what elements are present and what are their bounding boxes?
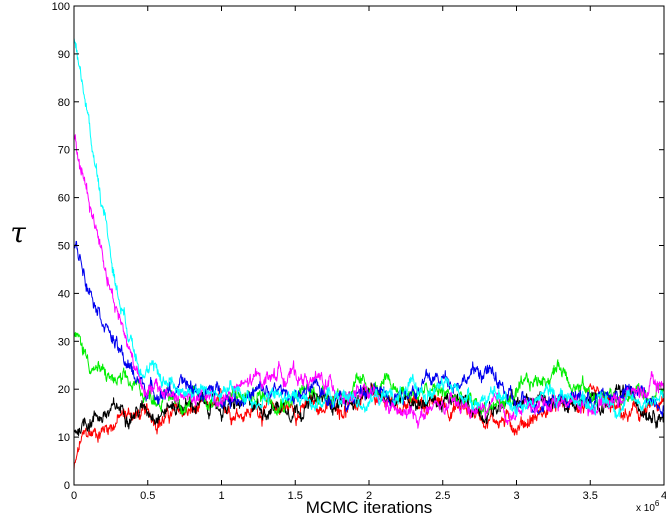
- y-axis-label: τ: [10, 216, 26, 249]
- y-tick-label: 80: [58, 97, 70, 109]
- x-multiplier-base: x 10: [636, 503, 655, 514]
- x-tick-label: 3.5: [583, 490, 598, 502]
- y-tick-label: 10: [58, 432, 70, 444]
- x-tick-label: 0: [71, 490, 77, 502]
- series-line-6: [73, 38, 665, 419]
- y-tick-label: 50: [58, 241, 70, 253]
- y-tick-label: 90: [58, 49, 70, 61]
- series-layer: [73, 38, 665, 471]
- x-multiplier-exponent: 6: [655, 499, 660, 508]
- x-tick-label: 4: [661, 490, 666, 502]
- series-line-5: [73, 134, 665, 429]
- x-axis-label: MCMC iterations: [306, 498, 433, 517]
- x-tick-label: 1: [218, 490, 224, 502]
- y-tick-label: 0: [64, 480, 70, 492]
- y-tick-label: 70: [58, 145, 70, 157]
- y-tick-label: 40: [58, 288, 70, 300]
- y-tick-label: 60: [58, 193, 70, 205]
- x-axis-multiplier: x 106: [636, 499, 660, 514]
- y-tick-label: 20: [58, 384, 70, 396]
- y-tick-label: 30: [58, 336, 70, 348]
- x-tick-label: 0.5: [140, 490, 155, 502]
- y-tick-label: 100: [52, 1, 70, 13]
- plot-frame: [73, 5, 665, 486]
- x-tick-label: 1.5: [288, 490, 303, 502]
- x-tick-label: 2: [366, 490, 372, 502]
- x-tick-label: 3: [513, 490, 519, 502]
- x-tick-label: 2.5: [435, 490, 450, 502]
